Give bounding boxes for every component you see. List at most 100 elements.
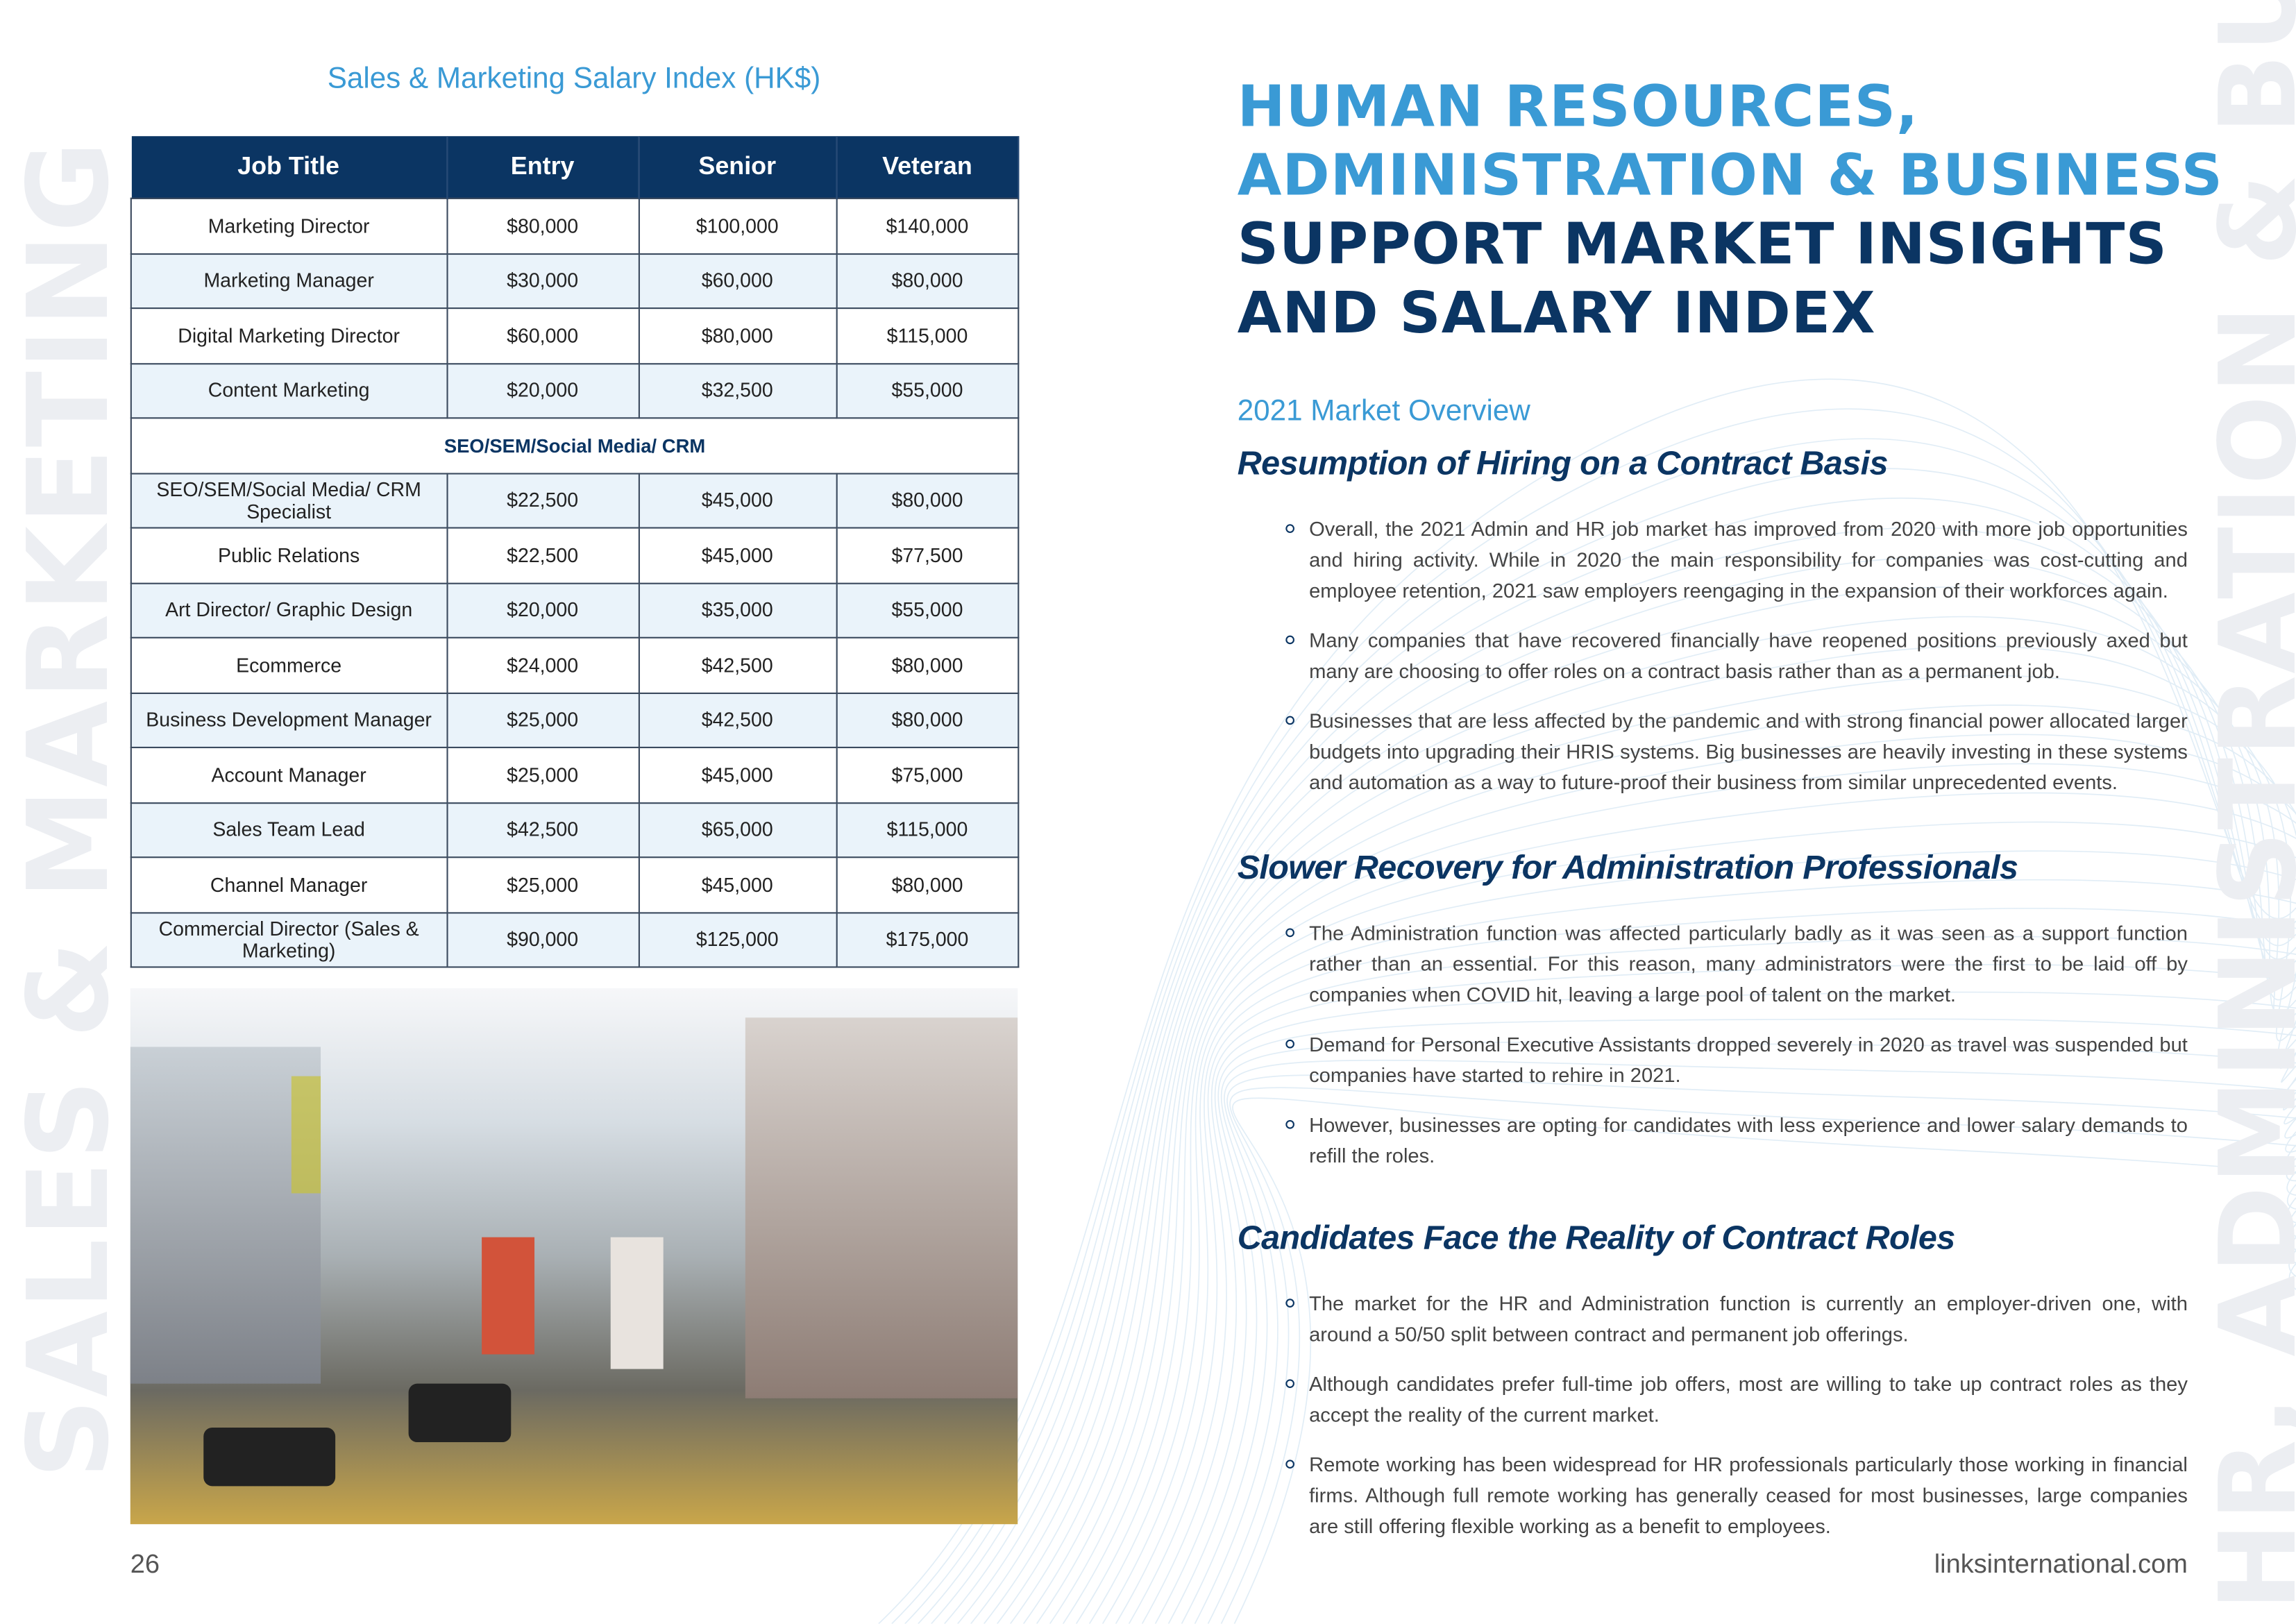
table-row: Content Marketing $20,000 $32,500 $55,000 [130, 362, 1020, 419]
entry-salary-cell: $22,500 [446, 527, 639, 584]
table-row: Digital Marketing Director $60,000 $80,000… [130, 307, 1020, 364]
column-header-veteran: Veteran [836, 136, 1020, 198]
job-title-cell: Ecommerce [130, 636, 448, 693]
entry-salary-cell: $20,000 [446, 582, 639, 638]
senior-salary-cell: $45,000 [637, 472, 837, 529]
veteran-salary-cell: $55,000 [835, 362, 1020, 419]
section-heading-admin-recovery: Slower Recovery for Administration Profe… [1237, 847, 2018, 886]
footer-website-link[interactable]: linksinternational.com [1934, 1549, 2188, 1579]
entry-salary-cell: $25,000 [446, 856, 639, 913]
veteran-salary-cell: $80,000 [835, 252, 1020, 310]
veteran-salary-cell: $115,000 [835, 307, 1020, 364]
job-title-cell: Digital Marketing Director [130, 307, 448, 364]
entry-salary-cell: $30,000 [446, 252, 639, 310]
bullet-list-admin-recovery: The Administration function was affected… [1285, 918, 2188, 1190]
list-item: However, businesses are opting for candi… [1285, 1110, 2188, 1172]
senior-salary-cell: $100,000 [637, 197, 837, 255]
senior-salary-cell: $60,000 [637, 252, 837, 310]
job-title-cell: Public Relations [130, 527, 448, 584]
title-line-2: ADMINISTRATION & BUSINESS [1237, 143, 2223, 210]
entry-salary-cell: $20,000 [446, 362, 639, 419]
page-number: 26 [130, 1549, 160, 1579]
senior-salary-cell: $80,000 [637, 307, 837, 364]
table-row: Marketing Manager $30,000 $60,000 $80,000 [130, 252, 1020, 310]
table-row: Account Manager $25,000 $45,000 $75,000 [130, 746, 1020, 804]
salary-table: Job Title Entry Senior Veteran Marketing… [130, 136, 1020, 968]
senior-salary-cell: $42,500 [637, 636, 837, 693]
page-title: HUMAN RESOURCES, ADMINISTRATION & BUSINE… [1238, 73, 2223, 348]
list-item: The market for the HR and Administration… [1285, 1289, 2188, 1351]
salary-table-title: Sales & Marketing Salary Index (HK$) [327, 62, 821, 96]
veteran-salary-cell: $80,000 [835, 691, 1020, 749]
title-line-1: HUMAN RESOURCES, [1237, 74, 1919, 141]
job-title-cell: Account Manager [130, 746, 448, 804]
senior-salary-cell: $35,000 [637, 582, 837, 638]
entry-salary-cell: $80,000 [446, 197, 639, 255]
job-title-cell: Commercial Director (Sales & Marketing) [130, 911, 448, 968]
bullet-list-contract-roles: The market for the HR and Administration… [1285, 1289, 2188, 1561]
list-item: The Administration function was affected… [1285, 918, 2188, 1010]
job-title-cell: Marketing Manager [130, 252, 448, 310]
table-row: Ecommerce $24,000 $42,500 $80,000 [130, 636, 1020, 693]
column-header-job-title: Job Title [130, 136, 448, 198]
senior-salary-cell: $32,500 [637, 362, 837, 419]
bullet-list-contract-basis: Overall, the 2021 Admin and HR job marke… [1285, 514, 2188, 818]
section-heading-contract-basis: Resumption of Hiring on a Contract Basis [1237, 443, 1889, 482]
table-row: Channel Manager $25,000 $45,000 $80,000 [130, 856, 1020, 913]
job-title-cell: Channel Manager [130, 856, 448, 913]
veteran-salary-cell: $175,000 [835, 911, 1020, 968]
veteran-salary-cell: $115,000 [835, 802, 1020, 858]
title-line-3: SUPPORT MARKET INSIGHTS [1237, 212, 2168, 278]
veteran-salary-cell: $80,000 [835, 472, 1020, 529]
job-title-cell: Sales Team Lead [130, 802, 448, 858]
list-item: Remote working has been widespread for H… [1285, 1450, 2188, 1542]
table-row: Marketing Director $80,000 $100,000 $140,00… [130, 197, 1020, 255]
job-title-cell: SEO/SEM/Social Media/ CRM Specialist [130, 472, 448, 529]
list-item: Overall, the 2021 Admin and HR job marke… [1285, 514, 2188, 607]
job-title-cell: Content Marketing [130, 362, 448, 419]
table-section-row: SEO/SEM/Social Media/ CRM [130, 417, 1020, 474]
column-header-senior: Senior [638, 136, 837, 198]
entry-salary-cell: $25,000 [446, 746, 639, 804]
job-title-cell: Art Director/ Graphic Design [130, 582, 448, 638]
veteran-salary-cell: $80,000 [835, 636, 1020, 693]
veteran-salary-cell: $140,000 [835, 197, 1020, 255]
table-row: Art Director/ Graphic Design $20,000 $35,0… [130, 582, 1020, 638]
table-row: SEO/SEM/Social Media/ CRM Specialist $22,… [130, 472, 1020, 529]
market-overview-subtitle: 2021 Market Overview [1237, 395, 1530, 428]
section-heading-contract-roles: Candidates Face the Reality of Contract … [1237, 1218, 1956, 1257]
list-item: Businesses that are less affected by the… [1285, 706, 2188, 798]
veteran-salary-cell: $75,000 [835, 746, 1020, 804]
table-header-row: Job Title Entry Senior Veteran [130, 136, 1020, 198]
sales-marketing-watermark: SALES & MARKETING [3, 139, 133, 1479]
senior-salary-cell: $65,000 [637, 802, 837, 858]
list-item: Demand for Personal Executive Assistants… [1285, 1029, 2188, 1091]
table-row: Business Development Manager $25,000 $42,5… [130, 691, 1020, 749]
veteran-salary-cell: $55,000 [835, 582, 1020, 638]
column-header-entry: Entry [446, 136, 639, 198]
table-row: Commercial Director (Sales & Marketing) $… [130, 911, 1020, 968]
list-item: Many companies that have recovered finan… [1285, 625, 2188, 687]
senior-salary-cell: $45,000 [637, 527, 837, 584]
entry-salary-cell: $60,000 [446, 307, 639, 364]
table-row: Public Relations $22,500 $45,000 $77,500 [130, 527, 1020, 584]
entry-salary-cell: $24,000 [446, 636, 639, 693]
job-title-cell: Business Development Manager [130, 691, 448, 749]
senior-salary-cell: $45,000 [637, 746, 837, 804]
veteran-salary-cell: $77,500 [835, 527, 1020, 584]
job-title-cell: Marketing Director [130, 197, 448, 255]
entry-salary-cell: $42,500 [446, 802, 639, 858]
title-line-4: AND SALARY INDEX [1237, 281, 1876, 347]
list-item: Although candidates prefer full-time job… [1285, 1369, 2188, 1431]
entry-salary-cell: $90,000 [446, 911, 639, 968]
veteran-salary-cell: $80,000 [835, 856, 1020, 913]
section-label: SEO/SEM/Social Media/ CRM [130, 417, 1020, 474]
table-row: Sales Team Lead $42,500 $65,000 $115,000 [130, 802, 1020, 858]
senior-salary-cell: $42,500 [637, 691, 837, 749]
senior-salary-cell: $45,000 [637, 856, 837, 913]
hong-kong-street-photo [130, 988, 1018, 1525]
senior-salary-cell: $125,000 [637, 911, 837, 968]
entry-salary-cell: $25,000 [446, 691, 639, 749]
entry-salary-cell: $22,500 [446, 472, 639, 529]
